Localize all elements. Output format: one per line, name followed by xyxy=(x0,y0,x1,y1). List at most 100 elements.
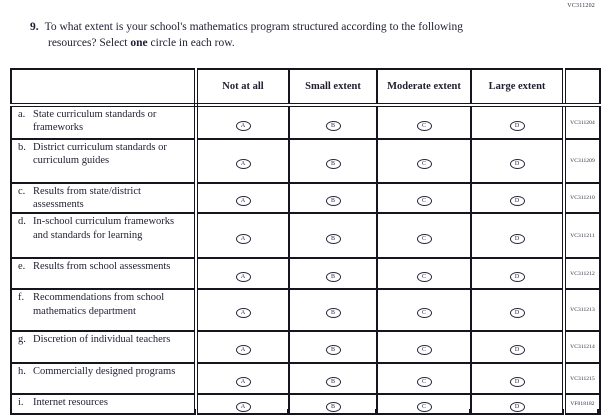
row-letter: f. xyxy=(18,292,25,304)
answer-oval[interactable]: B xyxy=(325,196,341,207)
question-text-line1: To what extent is your school's mathemat… xyxy=(44,21,463,33)
row-letter: e. xyxy=(18,261,26,273)
answer-oval[interactable]: A xyxy=(235,402,251,413)
answer-oval[interactable]: D xyxy=(509,196,525,207)
oval-letter: C xyxy=(421,378,426,385)
oval-letter: B xyxy=(330,198,335,205)
oval-letter: D xyxy=(514,310,520,317)
answer-oval[interactable]: D xyxy=(509,402,525,413)
variable-code: VC311204 xyxy=(562,104,601,140)
oval-letter: D xyxy=(514,347,520,354)
row-label: Commercially designed programs xyxy=(33,366,176,378)
table-row: c. Results from state/district assessment… xyxy=(10,181,601,215)
row-letter: h. xyxy=(18,366,26,378)
oval-letter: C xyxy=(421,122,426,129)
variable-code: VF018182 xyxy=(562,393,601,415)
answer-oval[interactable]: A xyxy=(235,233,251,244)
column-rule-stub xyxy=(597,409,599,415)
answer-oval[interactable]: C xyxy=(416,345,432,356)
question-block: 9. To what extent is your school's mathem… xyxy=(30,20,586,51)
answer-oval[interactable]: C xyxy=(416,308,432,319)
table-row: b. District curriculum standards or curri… xyxy=(10,138,601,184)
row-letter: b. xyxy=(18,142,26,153)
variable-code: VC311214 xyxy=(562,330,601,365)
answer-oval[interactable]: A xyxy=(235,376,251,387)
row-letter: i. xyxy=(18,397,24,409)
answer-oval[interactable]: B xyxy=(325,159,341,169)
answer-oval[interactable]: D xyxy=(509,376,525,387)
oval-letter: A xyxy=(240,198,246,205)
header-row: Not at all Small extent Moderate extent … xyxy=(10,68,601,107)
answer-oval[interactable]: B xyxy=(325,308,341,319)
oval-letter: A xyxy=(240,310,246,317)
answer-oval[interactable]: A xyxy=(235,271,251,282)
answer-oval[interactable]: A xyxy=(235,120,251,131)
oval-letter: C xyxy=(421,404,426,411)
header-stub-cell xyxy=(10,68,198,107)
oval-letter: B xyxy=(330,347,335,354)
oval-letter: A xyxy=(240,378,246,385)
variable-code: VC311212 xyxy=(562,257,601,291)
oval-letter: C xyxy=(421,161,426,167)
column-rule-stub xyxy=(287,409,289,415)
oval-letter: C xyxy=(421,310,426,317)
answer-oval[interactable]: D xyxy=(509,233,525,244)
question-text-line2-pre: resources? Select xyxy=(48,36,131,49)
oval-letter: C xyxy=(421,347,426,354)
answer-oval[interactable]: D xyxy=(509,308,525,319)
column-rule-stub xyxy=(194,409,196,415)
answer-oval[interactable]: A xyxy=(235,196,251,207)
row-letter: d. xyxy=(18,216,26,228)
answer-oval[interactable]: C xyxy=(416,233,432,244)
oval-letter: A xyxy=(240,161,246,167)
question-number: 9. xyxy=(30,21,39,33)
answer-oval[interactable]: A xyxy=(235,308,251,319)
oval-letter: D xyxy=(514,404,520,411)
oval-letter: A xyxy=(240,347,246,354)
answer-oval[interactable]: B xyxy=(325,120,341,131)
row-label: Discretion of individual teachers xyxy=(33,334,171,346)
answer-oval[interactable]: D xyxy=(509,120,525,131)
answer-oval[interactable]: A xyxy=(235,345,251,356)
oval-letter: D xyxy=(514,161,520,167)
oval-letter: B xyxy=(330,404,335,411)
answer-oval[interactable]: C xyxy=(416,271,432,282)
answer-oval[interactable]: C xyxy=(416,120,432,131)
table-row: e. Results from school assessments A B C … xyxy=(10,257,601,291)
row-label: Recommendations from school mathematics … xyxy=(33,292,165,317)
answer-oval[interactable]: A xyxy=(235,159,251,169)
oval-letter: D xyxy=(514,378,520,385)
oval-letter: A xyxy=(240,122,246,129)
answer-oval[interactable]: B xyxy=(325,402,341,413)
answer-oval[interactable]: C xyxy=(416,402,432,413)
row-letter: c. xyxy=(18,186,26,197)
table-row: h. Commercially designed programs A B C D… xyxy=(10,362,601,396)
table-row: d. In-school curriculum frameworks and st… xyxy=(10,212,601,260)
row-label: District curriculum standards or curricu… xyxy=(33,142,167,167)
column-header-not-at-all: Not at all xyxy=(195,68,290,107)
answer-oval[interactable]: C xyxy=(416,376,432,387)
variable-code: VC311211 xyxy=(562,212,601,260)
question-text-bold: one xyxy=(130,36,148,49)
row-letter: a. xyxy=(18,109,26,120)
corner-code: VC311202 xyxy=(567,3,595,9)
oval-letter: D xyxy=(514,122,520,129)
answer-oval[interactable]: B xyxy=(325,376,341,387)
answer-oval[interactable]: B xyxy=(325,233,341,244)
column-rule-stub xyxy=(469,409,471,415)
answer-oval[interactable]: B xyxy=(325,271,341,282)
variable-code: VC311209 xyxy=(562,138,601,184)
oval-letter: C xyxy=(421,273,426,280)
answer-oval[interactable]: C xyxy=(416,196,432,207)
answer-oval[interactable]: D xyxy=(509,271,525,282)
answer-oval[interactable]: D xyxy=(509,159,525,169)
answer-oval[interactable]: B xyxy=(325,345,341,356)
answer-oval[interactable]: D xyxy=(509,345,525,356)
row-letter: g. xyxy=(18,334,26,346)
oval-letter: A xyxy=(240,235,246,242)
oval-letter: C xyxy=(421,198,426,205)
variable-code: VC311215 xyxy=(562,362,601,396)
answer-oval[interactable]: C xyxy=(416,159,432,169)
oval-letter: B xyxy=(330,310,335,317)
